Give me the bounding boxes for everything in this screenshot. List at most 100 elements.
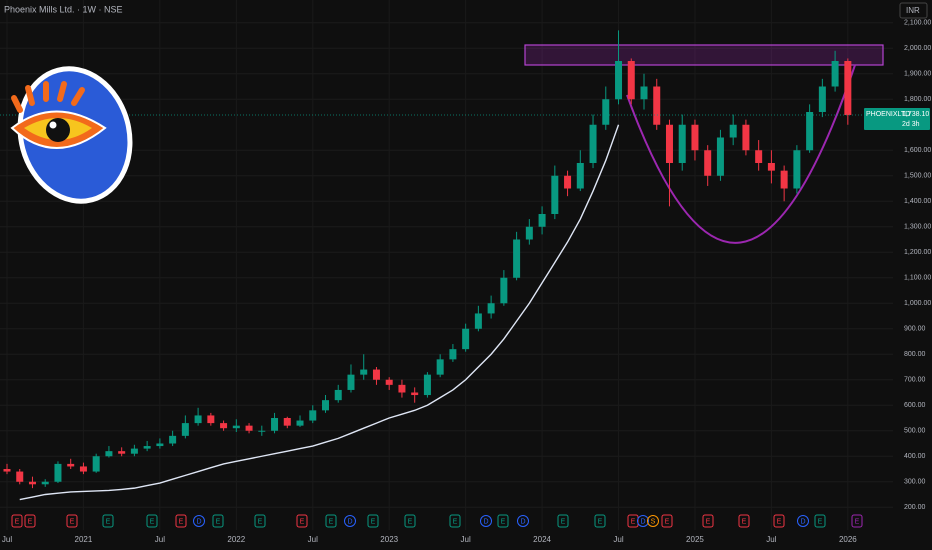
- candle-body: [474, 313, 482, 329]
- x-tick-label: 2021: [75, 535, 93, 544]
- candle-body: [67, 463, 75, 467]
- y-tick-label: 1,100.00: [904, 275, 931, 282]
- event-label: E: [258, 518, 263, 525]
- candle-body: [793, 150, 801, 189]
- y-tick-label: 800.00: [904, 351, 926, 358]
- resistance-zone: [524, 44, 884, 66]
- event-label: D: [640, 518, 645, 525]
- candle-body: [704, 150, 712, 176]
- event-marker: [449, 514, 461, 528]
- event-marker: [647, 515, 659, 527]
- candle-body: [220, 423, 228, 429]
- event-marker: [296, 514, 308, 528]
- candle-body: [181, 423, 189, 436]
- candle-body: [232, 425, 240, 429]
- candle-body: [207, 415, 215, 424]
- candle-body: [742, 124, 750, 151]
- candle-body: [309, 410, 317, 421]
- x-tick-label: 2022: [227, 535, 245, 544]
- y-tick-label: 200.00: [904, 504, 926, 511]
- event-marker: [557, 514, 569, 528]
- event-marker: [175, 514, 187, 528]
- event-marker: [637, 515, 649, 527]
- candle-body: [627, 61, 635, 100]
- grid: [0, 0, 893, 530]
- candle-body: [118, 451, 126, 454]
- candle-body: [513, 239, 521, 278]
- candle-body: [487, 303, 495, 314]
- y-tick-label: 1,900.00: [904, 71, 931, 78]
- candle-body: [780, 170, 788, 189]
- event-label: E: [453, 518, 458, 525]
- candle-body: [665, 124, 673, 163]
- candle-body: [130, 448, 138, 454]
- y-tick-label: 600.00: [904, 402, 926, 409]
- event-marker: [146, 514, 158, 528]
- candle-body: [194, 415, 202, 424]
- cup-arc: [626, 64, 856, 244]
- event-label: S: [651, 518, 656, 525]
- candle-body: [564, 175, 572, 189]
- y-axis: 200.00 300.00 400.00 500.00 600.00 700.00 800.…: [904, 20, 931, 512]
- candle-body: [322, 400, 329, 411]
- candle-body: [602, 99, 610, 125]
- candle-body: [716, 137, 724, 176]
- event-label: E: [706, 518, 711, 525]
- candle-body: [755, 150, 763, 163]
- event-label: D: [520, 518, 525, 525]
- candle-body: [105, 451, 113, 457]
- event-marker: [480, 515, 492, 527]
- logo: [10, 66, 133, 204]
- currency-box[interactable]: [899, 2, 928, 19]
- y-tick-label: 1,300.00: [904, 224, 931, 231]
- y-tick-label: 2,100.00: [904, 20, 931, 27]
- candle-body: [500, 277, 508, 304]
- candle-body: [385, 379, 393, 385]
- event-label: E: [179, 518, 184, 525]
- currency[interactable]: INR: [906, 6, 920, 15]
- y-tick-label: 300.00: [904, 479, 926, 486]
- event-marker: [102, 514, 114, 528]
- candle-body: [296, 420, 304, 426]
- event-label: E: [665, 518, 670, 525]
- y-tick-label: 900.00: [904, 326, 926, 333]
- candle-body: [818, 86, 826, 112]
- candle-body: [525, 226, 533, 240]
- candle-body: [54, 463, 62, 482]
- chart-title: Phoenix Mills Ltd. · 1W · NSE: [4, 4, 123, 14]
- event-marker: [325, 514, 337, 528]
- candle-body: [411, 392, 419, 396]
- event-marker: [797, 515, 809, 527]
- candle-body: [360, 369, 368, 375]
- y-tick-label: 1,600.00: [904, 147, 931, 154]
- event-marker: [193, 515, 205, 527]
- x-tick-label: 2025: [686, 535, 704, 544]
- x-tick-label: 2026: [839, 535, 857, 544]
- event-marker: [594, 514, 606, 528]
- event-marker: [367, 514, 379, 528]
- event-label: E: [631, 518, 636, 525]
- candle-body: [16, 471, 24, 482]
- candle-body: [806, 112, 814, 151]
- event-marker: [738, 514, 750, 528]
- candle-body: [423, 374, 431, 396]
- event-marker: [661, 514, 673, 528]
- event-marker: [497, 514, 509, 528]
- event-label: E: [28, 518, 33, 525]
- x-tick-label: Jul: [308, 535, 318, 544]
- event-marker: [773, 514, 785, 528]
- candle-body: [653, 86, 661, 125]
- candle-body: [41, 481, 49, 485]
- event-label: D: [347, 518, 352, 525]
- y-tick-label: 1,000.00: [904, 300, 931, 307]
- candle-body: [334, 389, 342, 401]
- candle-body: [691, 124, 699, 151]
- candle-body: [615, 61, 623, 100]
- event-label: E: [371, 518, 376, 525]
- candle-body: [640, 86, 648, 100]
- y-tick-label: 1,200.00: [904, 249, 931, 256]
- moving-average: [19, 124, 620, 501]
- y-tick-label: 700.00: [904, 377, 926, 384]
- event-label: E: [408, 518, 413, 525]
